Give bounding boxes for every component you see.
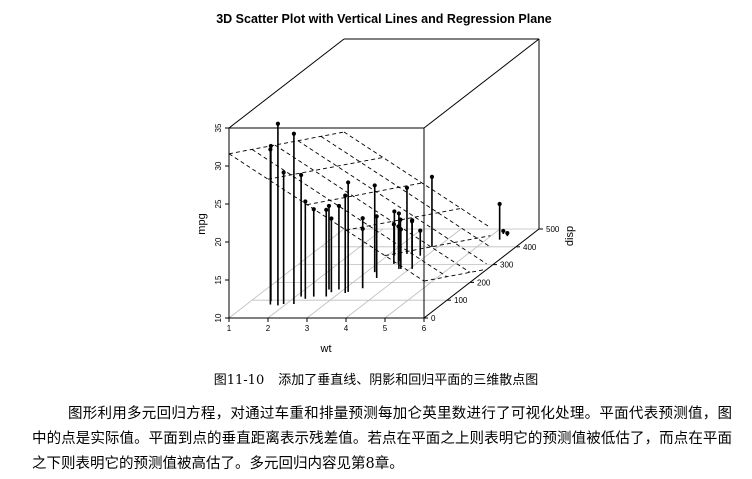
data-point xyxy=(410,218,415,223)
grid-line xyxy=(228,228,345,319)
box-edge xyxy=(423,228,540,319)
data-point xyxy=(329,216,334,221)
y-tick-label: 0 xyxy=(431,314,436,323)
data-point xyxy=(418,228,423,233)
data-point xyxy=(346,180,351,185)
data-point xyxy=(501,228,506,234)
x-tick-label: 2 xyxy=(266,324,271,333)
data-point xyxy=(275,121,281,126)
plane-line xyxy=(320,135,491,248)
x-tick-label: 4 xyxy=(344,324,349,333)
body-paragraph: 图形利用多元回归方程，对通过车重和排量预测每加仑英里数进行了可视化处理。平面代表… xyxy=(32,406,732,472)
data-point xyxy=(326,203,332,209)
data-point xyxy=(299,172,304,178)
data-point xyxy=(311,207,316,212)
plane-line xyxy=(251,149,448,278)
box-edge xyxy=(423,38,540,129)
z-tick-label: 20 xyxy=(214,237,223,246)
regression-plane xyxy=(228,131,491,282)
plane-line xyxy=(345,207,462,231)
plane-line xyxy=(306,182,423,206)
x-tick-label: 1 xyxy=(227,324,232,333)
data-point xyxy=(291,131,297,136)
axis-ticks: 1 2 3 4 5 6 10 15 20 25 30 35 0 100 200 300 400 500 xyxy=(214,123,560,333)
plane-line xyxy=(297,140,487,265)
chart-title: 3D Scatter Plot with Vertical Lines and … xyxy=(216,12,552,26)
data-point xyxy=(391,222,396,227)
z-tick-label: 30 xyxy=(214,161,223,170)
data-point xyxy=(396,224,401,229)
plane-line xyxy=(384,235,491,257)
caption-number: 图11-10 xyxy=(213,373,265,388)
data-point xyxy=(398,227,403,232)
data-point xyxy=(360,216,365,221)
data-point xyxy=(268,143,273,149)
data-point xyxy=(398,217,403,222)
plane-line xyxy=(274,144,471,273)
data-point xyxy=(392,209,397,214)
data-points xyxy=(268,121,510,236)
data-point xyxy=(303,199,308,204)
plane-line xyxy=(423,269,486,282)
data-point xyxy=(497,201,502,207)
x-tick-label: 5 xyxy=(383,324,388,333)
x-axis-label: wt xyxy=(320,343,332,355)
chart-canvas: 3D Scatter Plot with Vertical Lines and … xyxy=(196,12,576,355)
caption-text: 添加了垂直线、阴影和回归平面的三维散点图 xyxy=(278,373,539,388)
data-point xyxy=(404,185,410,190)
plane-line xyxy=(267,157,384,180)
x-tick-label: 3 xyxy=(305,324,310,333)
data-point xyxy=(281,170,286,175)
z-tick-label: 25 xyxy=(214,199,223,208)
data-point xyxy=(505,230,510,236)
z-tick-label: 35 xyxy=(214,123,223,132)
plane-line xyxy=(343,131,491,228)
y-axis-label: disp xyxy=(564,226,576,246)
box-edge xyxy=(228,38,345,129)
data-point xyxy=(374,214,379,219)
data-point xyxy=(343,193,348,198)
data-point xyxy=(396,211,402,216)
grid-line xyxy=(306,228,423,319)
plane-line xyxy=(228,131,345,155)
y-tick-label: 100 xyxy=(454,296,468,305)
y-tick-label: 400 xyxy=(523,243,537,252)
y-tick-label: 200 xyxy=(477,278,491,287)
figure-caption: 图11-10 添加了垂直线、阴影和回归平面的三维散点图 xyxy=(0,369,752,388)
z-tick-label: 15 xyxy=(214,275,223,284)
y-tick-label: 300 xyxy=(500,261,514,270)
plane-line xyxy=(228,153,425,282)
z-tick-label: 10 xyxy=(214,313,223,322)
y-tick-label: 500 xyxy=(546,225,560,234)
front-box-edges xyxy=(228,38,540,319)
data-point xyxy=(429,174,435,179)
z-axis-label: mpg xyxy=(196,213,208,234)
scatter3d-chart: 3D Scatter Plot with Vertical Lines and … xyxy=(196,12,576,355)
grid-line xyxy=(345,228,462,319)
floor-grid xyxy=(228,228,540,319)
data-point xyxy=(324,207,329,212)
data-point xyxy=(360,226,365,231)
x-tick-label: 6 xyxy=(422,324,427,333)
data-point xyxy=(268,147,273,152)
vertical-lines xyxy=(269,123,509,306)
back-box-edges xyxy=(228,38,540,229)
data-point xyxy=(336,203,342,209)
data-point xyxy=(372,183,377,188)
